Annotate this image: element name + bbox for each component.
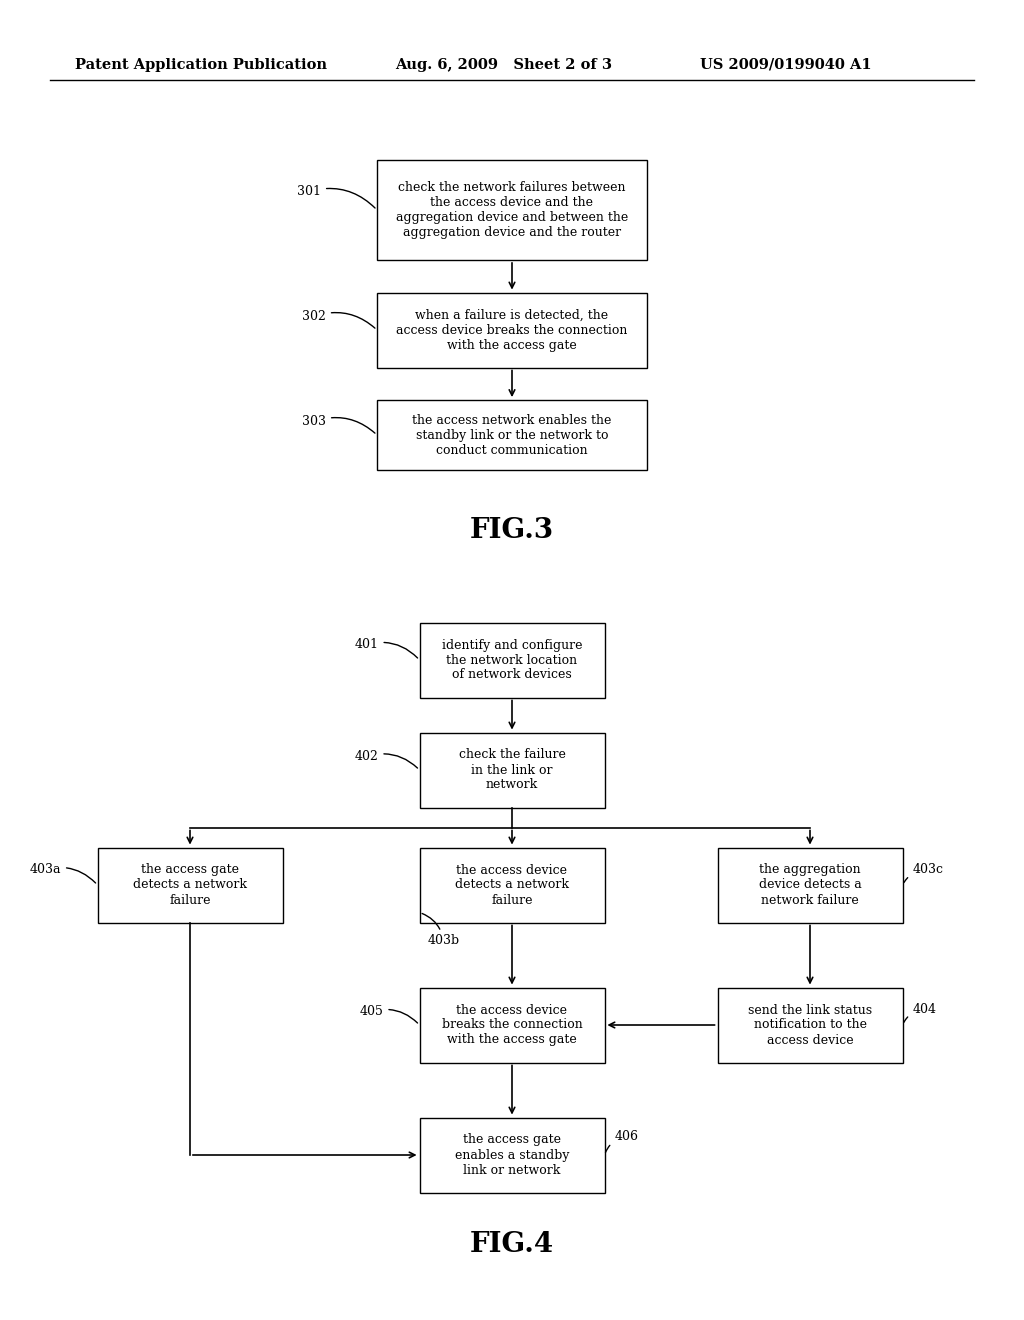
Bar: [420, 1118, 604, 1192]
Text: US 2009/0199040 A1: US 2009/0199040 A1: [700, 58, 871, 73]
Bar: [420, 847, 604, 923]
Bar: [718, 987, 902, 1063]
Text: 402: 402: [354, 750, 418, 768]
Text: when a failure is detected, the
access device breaks the connection
with the acc: when a failure is detected, the access d…: [396, 309, 628, 351]
Text: FIG.4: FIG.4: [470, 1232, 554, 1258]
Text: 301: 301: [297, 185, 375, 209]
Bar: [377, 400, 647, 470]
Text: Patent Application Publication: Patent Application Publication: [75, 58, 327, 73]
Bar: [718, 847, 902, 923]
Text: FIG.3: FIG.3: [470, 516, 554, 544]
Text: 403c: 403c: [904, 863, 943, 883]
Text: the access device
breaks the connection
with the access gate: the access device breaks the connection …: [441, 1003, 583, 1047]
Text: identify and configure
the network location
of network devices: identify and configure the network locat…: [441, 639, 583, 681]
Bar: [420, 623, 604, 697]
Bar: [420, 733, 604, 808]
Text: Aug. 6, 2009   Sheet 2 of 3: Aug. 6, 2009 Sheet 2 of 3: [395, 58, 612, 73]
Text: the access gate
detects a network
failure: the access gate detects a network failur…: [133, 863, 247, 907]
Text: check the failure
in the link or
network: check the failure in the link or network: [459, 748, 565, 792]
Text: 302: 302: [302, 310, 375, 329]
Text: the access device
detects a network
failure: the access device detects a network fail…: [455, 863, 569, 907]
Text: the access gate
enables a standby
link or network: the access gate enables a standby link o…: [455, 1134, 569, 1176]
Bar: [420, 987, 604, 1063]
Text: 403a: 403a: [30, 863, 95, 883]
Text: check the network failures between
the access device and the
aggregation device : check the network failures between the a…: [396, 181, 628, 239]
Bar: [97, 847, 283, 923]
Text: 405: 405: [359, 1005, 418, 1023]
Text: the aggregation
device detects a
network failure: the aggregation device detects a network…: [759, 863, 861, 907]
Text: the access network enables the
standby link or the network to
conduct communicat: the access network enables the standby l…: [413, 413, 611, 457]
Text: 401: 401: [354, 638, 418, 657]
Text: 303: 303: [302, 414, 375, 433]
Text: 403b: 403b: [422, 913, 460, 948]
Text: send the link status
notification to the
access device: send the link status notification to the…: [748, 1003, 872, 1047]
Text: 406: 406: [605, 1130, 639, 1152]
Bar: [377, 293, 647, 367]
Text: 404: 404: [904, 1003, 937, 1023]
Bar: [377, 160, 647, 260]
